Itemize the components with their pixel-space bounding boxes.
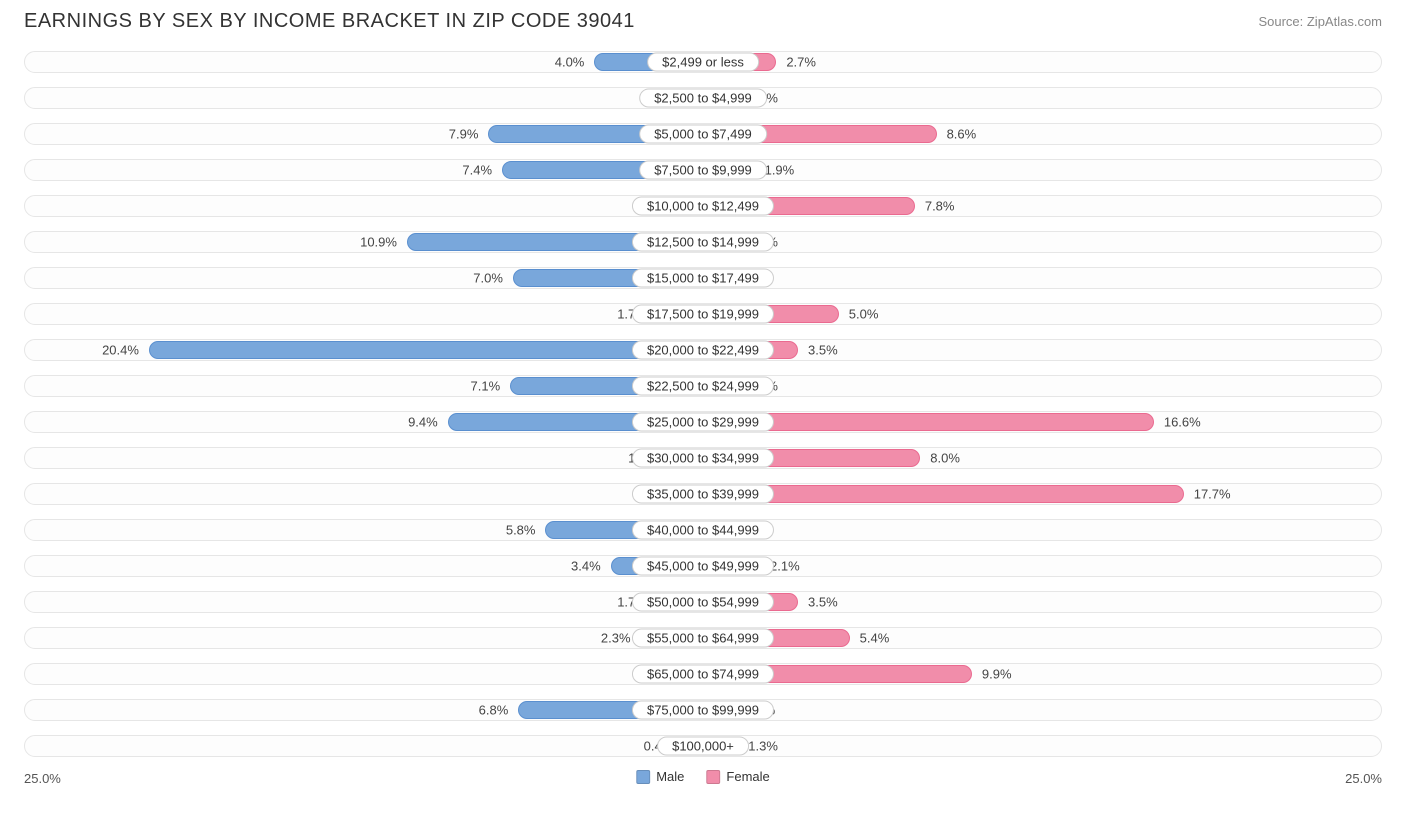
female-value-label: 9.9% xyxy=(982,667,1012,682)
category-label: $45,000 to $49,999 xyxy=(632,557,774,576)
category-label: $50,000 to $54,999 xyxy=(632,593,774,612)
category-label: $7,500 to $9,999 xyxy=(639,161,767,180)
chart-row: $25,000 to $29,999 9.4% 16.6% xyxy=(24,405,1382,439)
chart-row: $35,000 to $39,9991.0%17.7% xyxy=(24,477,1382,511)
female-swatch-icon xyxy=(706,770,720,784)
female-value-label: 5.4% xyxy=(860,631,890,646)
chart-row: $30,000 to $34,9991.3%8.0% xyxy=(24,441,1382,475)
female-value-label: 1.9% xyxy=(765,163,795,178)
legend-male: Male xyxy=(636,769,684,784)
category-label: $65,000 to $74,999 xyxy=(632,665,774,684)
female-value-label: 2.1% xyxy=(770,559,800,574)
category-label: $15,000 to $17,499 xyxy=(632,269,774,288)
chart-body: $2,499 or less 4.0% 2.7% $2,500 to $4,9990.… xyxy=(0,41,1406,763)
category-label: $55,000 to $64,999 xyxy=(632,629,774,648)
male-value-label: 7.1% xyxy=(471,379,501,394)
chart-row: $75,000 to $99,9996.8%1.2% xyxy=(24,693,1382,727)
category-label: $30,000 to $34,999 xyxy=(632,449,774,468)
chart-row: $10,000 to $12,4991.0%7.8% xyxy=(24,189,1382,223)
male-swatch-icon xyxy=(636,770,650,784)
chart-row: $15,000 to $17,4997.0%0.27% xyxy=(24,261,1382,295)
chart-title: EARNINGS BY SEX BY INCOME BRACKET IN ZIP… xyxy=(24,10,635,33)
female-value-label: 1.3% xyxy=(748,739,778,754)
category-label: $12,500 to $14,999 xyxy=(632,233,774,252)
category-label: $5,000 to $7,499 xyxy=(639,125,767,144)
category-label: $22,500 to $24,999 xyxy=(632,377,774,396)
male-value-label: 4.0% xyxy=(555,55,585,70)
chart-row: $40,000 to $44,9995.8%0.67% xyxy=(24,513,1382,547)
chart-row: $100,000+0.46%1.3% xyxy=(24,729,1382,763)
male-value-label: 10.9% xyxy=(360,235,397,250)
male-value-label: 5.8% xyxy=(506,523,536,538)
chart-row: $20,000 to $22,499 20.4% 3.5% xyxy=(24,333,1382,367)
chart-row: $12,500 to $14,99910.9%1.3% xyxy=(24,225,1382,259)
category-label: $25,000 to $29,999 xyxy=(632,413,774,432)
chart-row: $2,500 to $4,9990.0%1.3% xyxy=(24,81,1382,115)
male-value-label: 20.4% xyxy=(102,343,139,358)
chart-row: $22,500 to $24,9997.1%1.3% xyxy=(24,369,1382,403)
male-value-label: 7.9% xyxy=(449,127,479,142)
chart-row: $2,499 or less 4.0% 2.7% xyxy=(24,45,1382,79)
chart-row: $17,500 to $19,9991.7%5.0% xyxy=(24,297,1382,331)
female-value-label: 3.5% xyxy=(808,343,838,358)
male-value-label: 2.3% xyxy=(601,631,631,646)
legend: Male Female xyxy=(636,769,770,784)
chart-row: $45,000 to $49,999 3.4% 2.1% xyxy=(24,549,1382,583)
chart-header: EARNINGS BY SEX BY INCOME BRACKET IN ZIP… xyxy=(0,0,1406,41)
legend-female-label: Female xyxy=(726,769,769,784)
female-value-label: 8.6% xyxy=(947,127,977,142)
category-label: $17,500 to $19,999 xyxy=(632,305,774,324)
category-label: $2,500 to $4,999 xyxy=(639,89,767,108)
female-value-label: 2.7% xyxy=(786,55,816,70)
female-value-label: 7.8% xyxy=(925,199,955,214)
category-label: $20,000 to $22,499 xyxy=(632,341,774,360)
female-value-label: 17.7% xyxy=(1194,487,1231,502)
male-value-label: 7.4% xyxy=(462,163,492,178)
legend-female: Female xyxy=(706,769,769,784)
chart-row: $7,500 to $9,999 7.4% 1.9% xyxy=(24,153,1382,187)
female-value-label: 16.6% xyxy=(1164,415,1201,430)
chart-source: Source: ZipAtlas.com xyxy=(1258,14,1382,29)
legend-male-label: Male xyxy=(656,769,684,784)
category-label: $40,000 to $44,999 xyxy=(632,521,774,540)
category-label: $35,000 to $39,999 xyxy=(632,485,774,504)
female-value-label: 3.5% xyxy=(808,595,838,610)
category-label: $100,000+ xyxy=(657,737,749,756)
chart-row: $5,000 to $7,499 7.9% 8.6% xyxy=(24,117,1382,151)
male-value-label: 7.0% xyxy=(473,271,503,286)
category-label: $75,000 to $99,999 xyxy=(632,701,774,720)
male-value-label: 9.4% xyxy=(408,415,438,430)
chart-footer: 25.0% Male Female 25.0% xyxy=(0,765,1406,795)
female-value-label: 5.0% xyxy=(849,307,879,322)
male-value-label: 3.4% xyxy=(571,559,601,574)
chart-row: $55,000 to $64,9992.3% 5.4% xyxy=(24,621,1382,655)
category-label: $10,000 to $12,499 xyxy=(632,197,774,216)
female-value-label: 8.0% xyxy=(930,451,960,466)
axis-max-left: 25.0% xyxy=(24,771,61,786)
category-label: $2,499 or less xyxy=(647,53,759,72)
axis-max-right: 25.0% xyxy=(1345,771,1382,786)
chart-row: $50,000 to $54,9991.7%3.5% xyxy=(24,585,1382,619)
chart-row: $65,000 to $74,9990.64%9.9% xyxy=(24,657,1382,691)
male-value-label: 6.8% xyxy=(479,703,509,718)
